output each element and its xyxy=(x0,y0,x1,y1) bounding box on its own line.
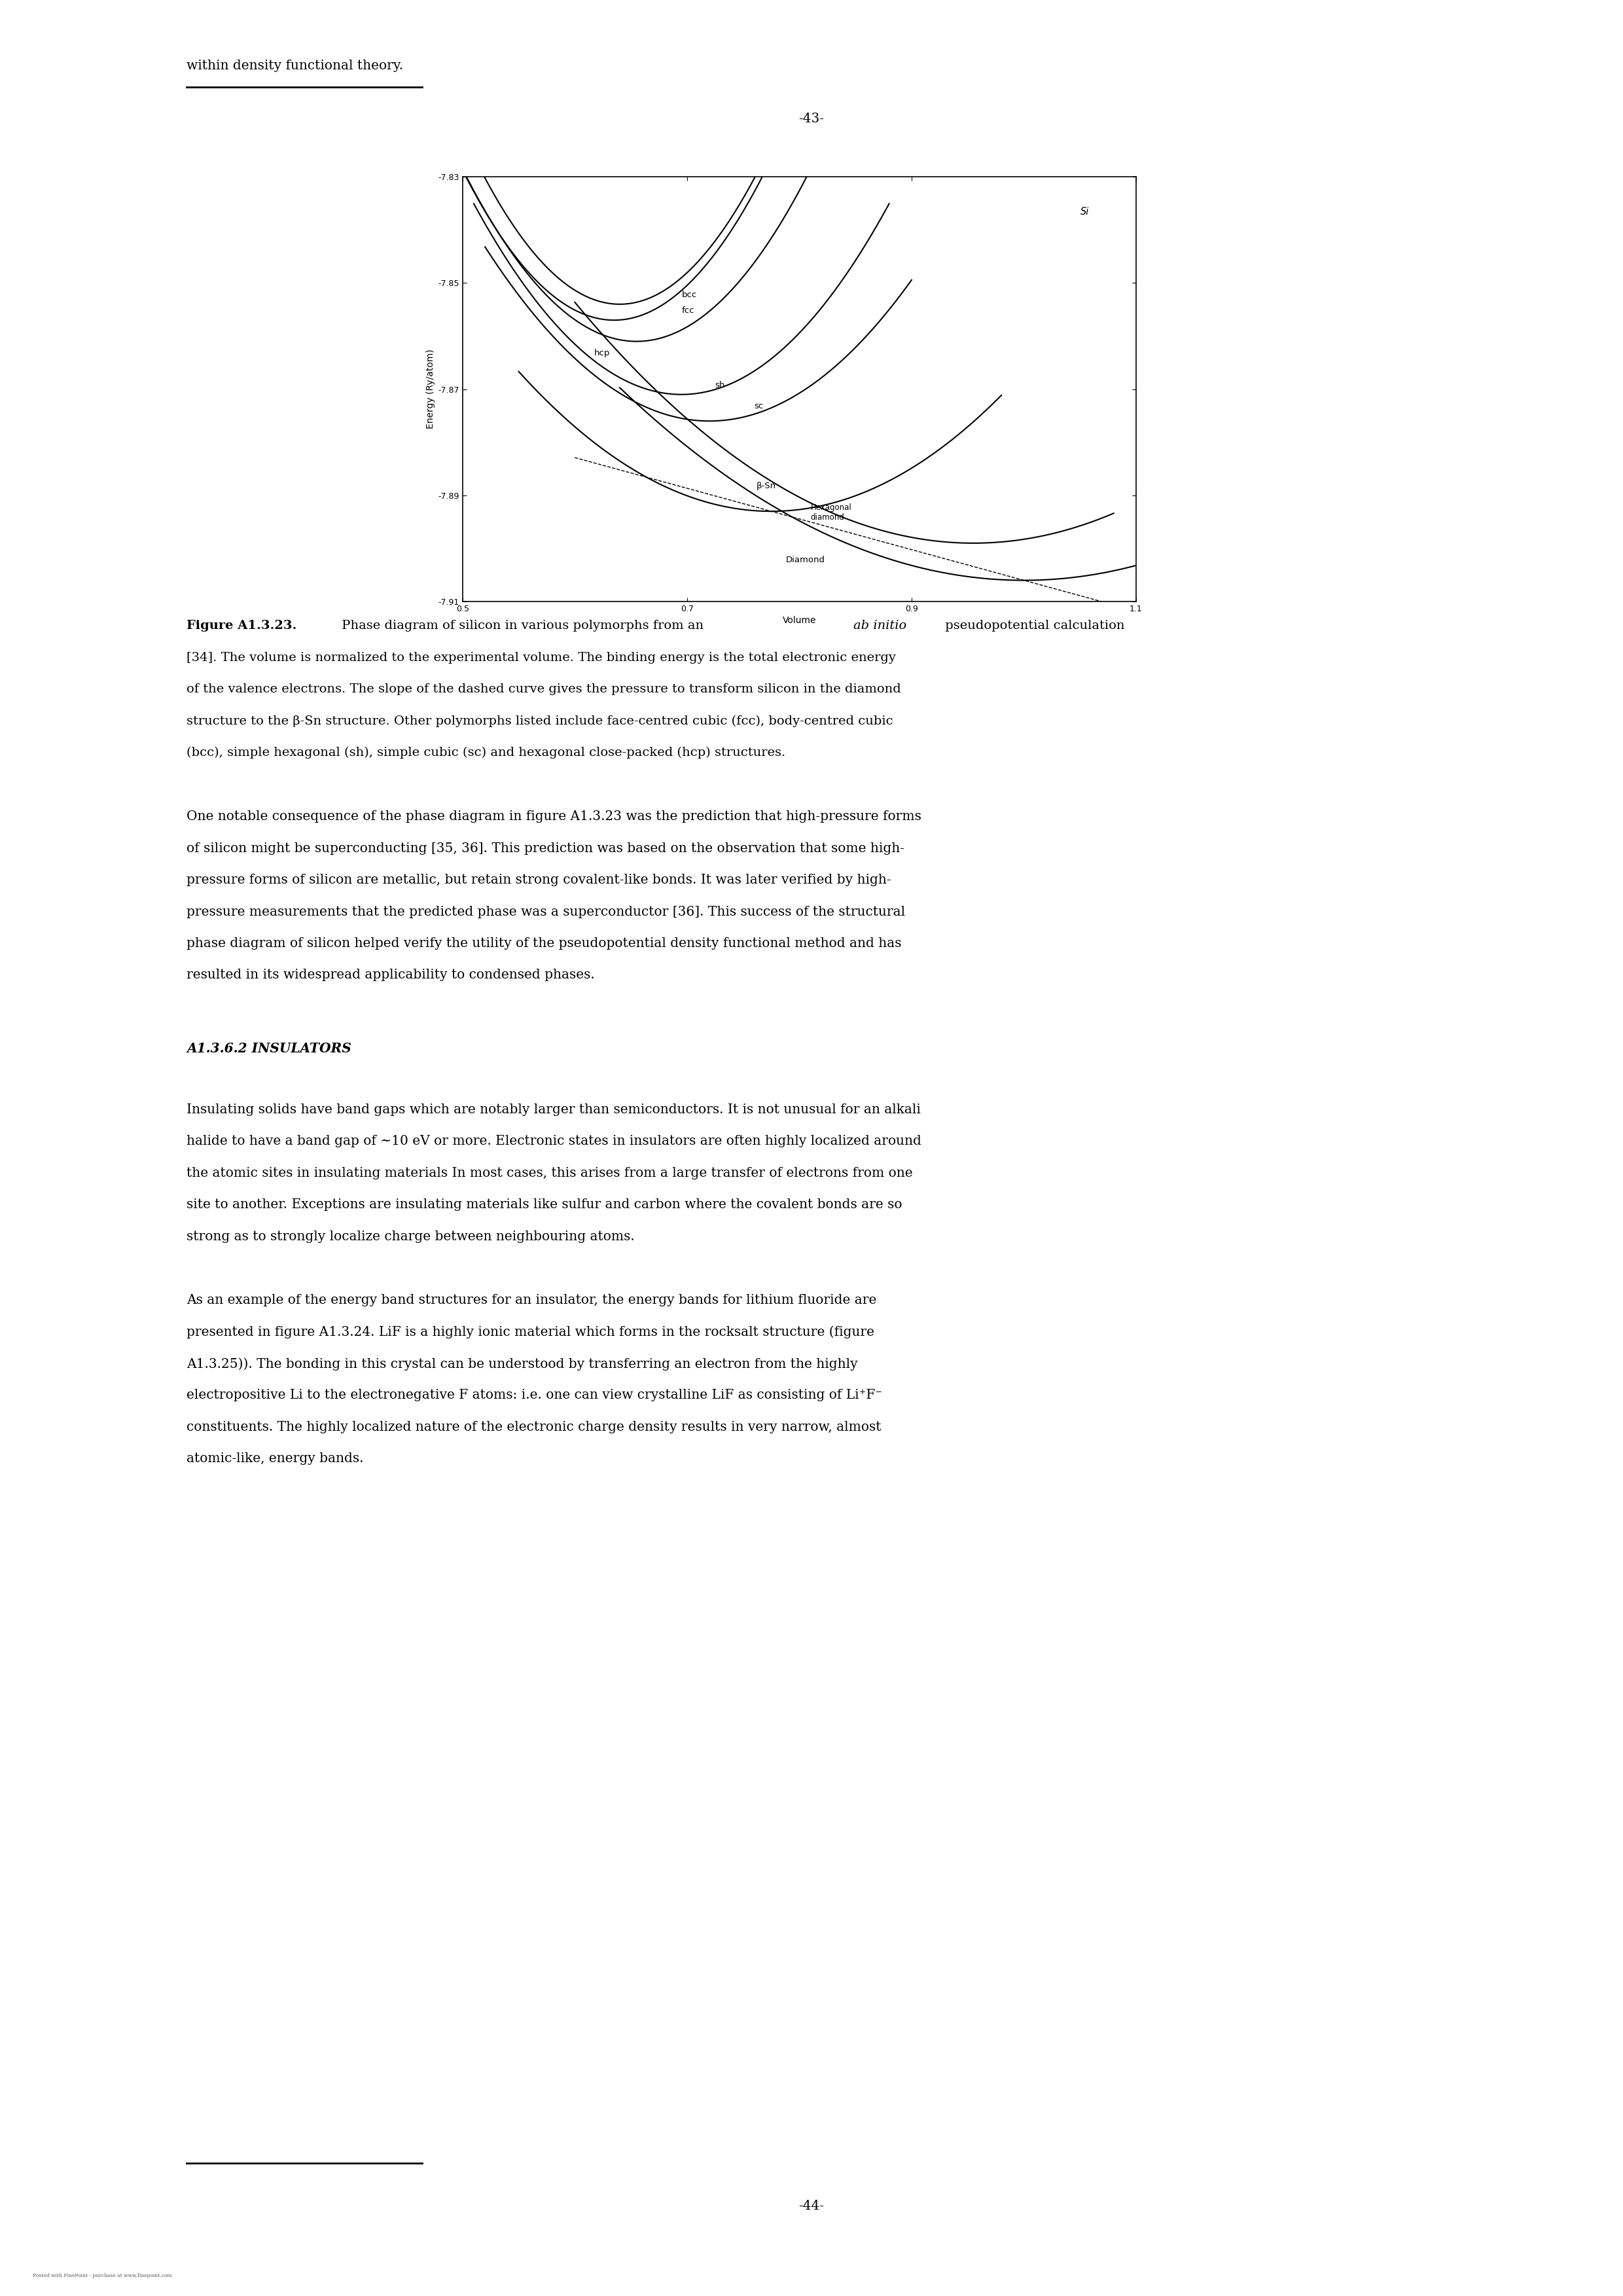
X-axis label: Volume: Volume xyxy=(782,615,816,625)
Text: ab initio: ab initio xyxy=(854,620,907,631)
Text: phase diagram of silicon helped verify the utility of the pseudopotential densit: phase diagram of silicon helped verify t… xyxy=(187,937,902,951)
Text: [34]. The volume is normalized to the experimental volume. The binding energy is: [34]. The volume is normalized to the ex… xyxy=(187,652,896,664)
Text: β-Sn: β-Sn xyxy=(756,482,776,489)
Text: A1.3.25)). The bonding in this crystal can be understood by transferring an elec: A1.3.25)). The bonding in this crystal c… xyxy=(187,1357,859,1371)
Text: sh: sh xyxy=(716,381,725,390)
Text: -43-: -43- xyxy=(799,113,824,124)
Text: Posted with FinePoint - purchase at www.finepoint.com: Posted with FinePoint - purchase at www.… xyxy=(32,2273,172,2278)
Text: strong as to strongly localize charge between neighbouring atoms.: strong as to strongly localize charge be… xyxy=(187,1231,635,1242)
Text: Figure A1.3.23.: Figure A1.3.23. xyxy=(187,620,297,631)
Text: Hexagonal
diamond: Hexagonal diamond xyxy=(810,503,852,521)
Text: the atomic sites in insulating materials In most cases, this arises from a large: the atomic sites in insulating materials… xyxy=(187,1166,912,1180)
Text: (bcc), simple hexagonal (sh), simple cubic (sc) and hexagonal close-packed (hcp): (bcc), simple hexagonal (sh), simple cub… xyxy=(187,746,786,758)
Text: fcc: fcc xyxy=(682,305,695,315)
Text: -44-: -44- xyxy=(799,2200,824,2211)
Text: A1.3.6.2 INSULATORS: A1.3.6.2 INSULATORS xyxy=(187,1042,352,1056)
Text: Insulating solids have band gaps which are notably larger than semiconductors. I: Insulating solids have band gaps which a… xyxy=(187,1104,920,1116)
Text: As an example of the energy band structures for an insulator, the energy bands f: As an example of the energy band structu… xyxy=(187,1295,876,1306)
Text: sc: sc xyxy=(755,402,764,411)
Text: pressure forms of silicon are metallic, but retain strong covalent-like bonds. I: pressure forms of silicon are metallic, … xyxy=(187,875,891,886)
Text: of silicon might be superconducting [35, 36]. This prediction was based on the o: of silicon might be superconducting [35,… xyxy=(187,843,904,854)
Text: electropositive Li to the electronegative F atoms: i.e. one can view crystalline: electropositive Li to the electronegativ… xyxy=(187,1389,883,1401)
Text: site to another. Exceptions are insulating materials like sulfur and carbon wher: site to another. Exceptions are insulati… xyxy=(187,1199,902,1210)
Text: pseudopotential calculation: pseudopotential calculation xyxy=(941,620,1125,631)
Text: presented in figure A1.3.24. LiF is a highly ionic material which forms in the r: presented in figure A1.3.24. LiF is a hi… xyxy=(187,1325,875,1339)
Text: of the valence electrons. The slope of the dashed curve gives the pressure to tr: of the valence electrons. The slope of t… xyxy=(187,684,901,696)
Text: hcp: hcp xyxy=(594,349,610,358)
Text: One notable consequence of the phase diagram in figure A1.3.23 was the predictio: One notable consequence of the phase dia… xyxy=(187,810,922,822)
Text: resulted in its widespread applicability to condensed phases.: resulted in its widespread applicability… xyxy=(187,969,596,980)
Y-axis label: Energy (Ry/atom): Energy (Ry/atom) xyxy=(427,349,435,429)
Text: pressure measurements that the predicted phase was a superconductor [36]. This s: pressure measurements that the predicted… xyxy=(187,905,906,918)
Text: within density functional theory.: within density functional theory. xyxy=(187,60,404,71)
Text: halide to have a band gap of ~10 eV or more. Electronic states in insulators are: halide to have a band gap of ~10 eV or m… xyxy=(187,1134,922,1148)
Text: atomic-like, energy bands.: atomic-like, energy bands. xyxy=(187,1453,364,1465)
Text: constituents. The highly localized nature of the electronic charge density resul: constituents. The highly localized natur… xyxy=(187,1421,881,1433)
Text: bcc: bcc xyxy=(682,289,696,298)
Text: Si: Si xyxy=(1081,207,1089,216)
Text: Diamond: Diamond xyxy=(786,556,824,565)
Text: Phase diagram of silicon in various polymorphs from an: Phase diagram of silicon in various poly… xyxy=(338,620,708,631)
Text: structure to the β-Sn structure. Other polymorphs listed include face-centred cu: structure to the β-Sn structure. Other p… xyxy=(187,714,893,728)
